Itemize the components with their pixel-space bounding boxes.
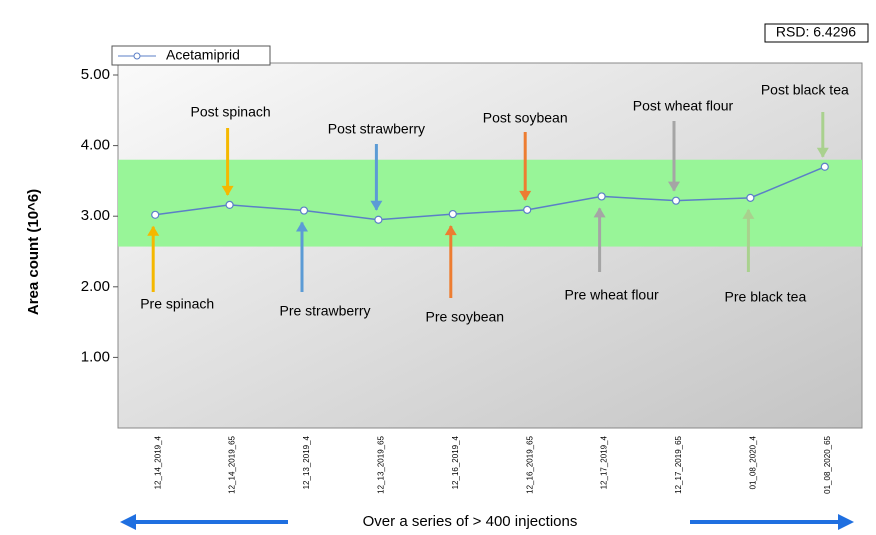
x-tick-label: 01_08_2020_65 (823, 435, 832, 493)
y-tick-label: 2.00 (81, 278, 110, 295)
annotation-arrowhead (668, 181, 680, 192)
x-tick-label: 01_08_2020_4 (749, 435, 758, 489)
annotation-label: Pre black tea (725, 289, 807, 305)
annotation-label: Post strawberry (328, 121, 425, 137)
y-tick-label: 3.00 (81, 207, 110, 224)
x-tick-label: 12_14_2019_4 (153, 435, 162, 489)
y-axis-label: Area count (10^6) (25, 189, 42, 315)
annotation-label: Post wheat flour (633, 98, 734, 114)
annotation-arrowhead (816, 147, 829, 158)
x-tick-label: 12_14_2019_65 (228, 435, 237, 493)
annotation-arrowhead (221, 185, 234, 196)
annotation-arrowhead (593, 207, 606, 218)
rsd-label: RSD: 6.4296 (776, 24, 856, 40)
annotation-arrowhead (444, 225, 457, 236)
annotation-arrowhead (742, 208, 755, 219)
annotation-label: Pre spinach (140, 296, 214, 312)
annotation-label: Post soybean (483, 110, 568, 126)
x-tick-label: 12_13_2019_65 (377, 435, 386, 493)
point (671, 196, 681, 205)
point (225, 200, 234, 210)
band (118, 159, 862, 247)
x-tick-label: 12_13_2019_4 (302, 435, 311, 489)
point (597, 192, 606, 201)
annotation-arrowhead (147, 225, 160, 236)
point (523, 205, 532, 214)
point (820, 162, 829, 171)
annotation-label: Pre strawberry (279, 303, 370, 319)
annotation-label: Pre wheat flour (565, 287, 659, 303)
annotation-label: Pre soybean (425, 309, 504, 325)
footnote: Over a series of > 400 injections (363, 513, 578, 530)
annotation-arrowhead (519, 190, 532, 201)
legend-marker (133, 52, 141, 60)
point (151, 210, 160, 219)
x-tick-label: 12_17_2019_65 (674, 435, 683, 493)
point (299, 206, 309, 215)
point (746, 193, 755, 202)
series-line (155, 166, 826, 221)
x-tick-label: 12_16_2019_4 (451, 435, 460, 489)
y-tick-label: 5.00 (81, 66, 110, 83)
annotation-arrowhead (370, 200, 383, 211)
x-tick-label: 12_17_2019_4 (600, 435, 609, 489)
annotation-arrowhead (296, 221, 308, 232)
x-tick-label: 12_16_2019_65 (525, 435, 534, 493)
y-tick-label: 1.00 (81, 348, 110, 365)
annotation-label: Post spinach (191, 104, 271, 120)
point (374, 215, 383, 224)
legend-label: Acetamiprid (166, 47, 240, 63)
rsd-box (764, 23, 869, 43)
point (448, 209, 457, 219)
annotation-label: Post black tea (761, 82, 849, 98)
y-tick-label: 4.00 (81, 137, 110, 154)
legend-box (111, 45, 271, 66)
